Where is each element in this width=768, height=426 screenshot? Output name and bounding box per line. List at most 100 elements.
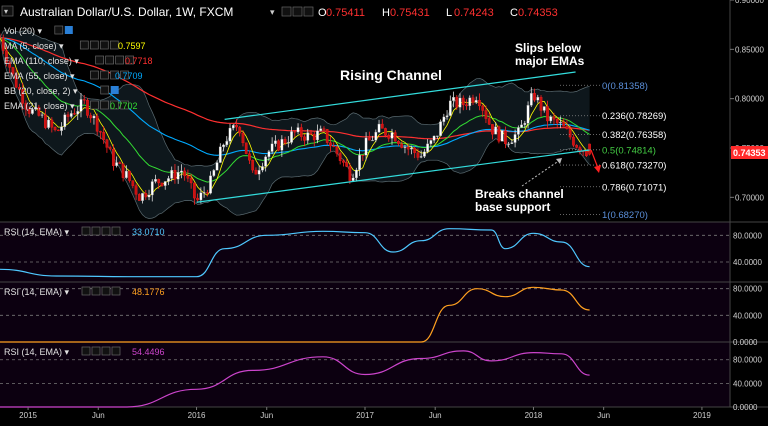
candle (546, 100, 549, 128)
toolbar-icon[interactable] (281, 6, 292, 17)
candle (286, 136, 290, 148)
candle (121, 163, 125, 182)
candle (377, 119, 381, 134)
candle (452, 91, 455, 108)
indicator-icon[interactable] (100, 100, 109, 110)
indicator-icon[interactable] (105, 55, 114, 65)
symbol-dropdown-icon[interactable]: ▾ (270, 7, 275, 17)
annotation-slips-1: Slips below (515, 41, 582, 55)
indicator-icon[interactable] (54, 25, 64, 35)
candle (338, 151, 342, 165)
candle (555, 117, 559, 129)
candle (170, 166, 174, 182)
toolbar-icon[interactable] (292, 6, 303, 17)
indicator-settings-icon[interactable] (64, 26, 73, 34)
indicator-icon[interactable] (110, 100, 119, 110)
candle (235, 119, 238, 131)
candle (419, 150, 423, 159)
rsi-icon[interactable] (101, 226, 111, 236)
indicator-icon[interactable] (120, 70, 129, 80)
indicator-icon[interactable] (79, 40, 89, 50)
fib-label: 1(0.68270) (602, 210, 648, 221)
candle (205, 189, 209, 197)
rsi-icon[interactable] (91, 226, 101, 236)
price-axis-label: 0.70000 (735, 193, 764, 202)
candle (423, 148, 426, 158)
rsi-icon[interactable] (101, 346, 111, 356)
toolbar-icon[interactable] (303, 6, 314, 17)
candle (173, 163, 177, 184)
collapse-icon[interactable] (1, 5, 14, 17)
candle (128, 170, 131, 183)
candle (95, 113, 99, 136)
candle (539, 95, 543, 117)
rsi-icon[interactable] (111, 286, 121, 296)
candle (445, 110, 449, 120)
candle (5, 44, 8, 67)
time-axis-label: Jun (260, 411, 273, 420)
price-axis-label: 0.90000 (735, 0, 764, 5)
candle (507, 142, 510, 148)
rsi-line (0, 228, 590, 278)
candle (585, 150, 588, 157)
candle (374, 129, 378, 143)
candle (355, 167, 358, 181)
indicator-value: 0.7702 (110, 101, 138, 111)
indicator-icon[interactable] (99, 40, 109, 50)
candle (277, 139, 280, 152)
candle (432, 135, 436, 144)
candle (474, 96, 478, 105)
candle (167, 175, 170, 186)
indicator-label: EMA (55, close) ▾ (4, 71, 75, 81)
candle (31, 107, 34, 115)
rsi-label: RSI (14, EMA) ▾ (4, 227, 70, 237)
candle (552, 112, 556, 125)
rsi-lines (0, 228, 590, 408)
indicator-icon[interactable] (90, 100, 99, 110)
rsi-value: 48.1776 (132, 287, 165, 297)
annotation-channel: Rising Channel (340, 67, 442, 83)
candle (588, 143, 591, 156)
rsi-icon[interactable] (81, 226, 91, 236)
indicator-settings-icon[interactable] (110, 86, 119, 94)
candle (157, 178, 161, 190)
candle (189, 173, 193, 189)
candle (536, 94, 540, 103)
indicator-icon[interactable] (120, 100, 129, 110)
rsi-icon[interactable] (81, 346, 91, 356)
indicator-icon[interactable] (115, 55, 124, 65)
indicator-icon[interactable] (100, 85, 110, 95)
indicator-icon[interactable] (90, 70, 99, 80)
rsi-icon[interactable] (91, 286, 101, 296)
candle (465, 99, 468, 110)
candle (150, 179, 154, 202)
candle (526, 101, 530, 129)
price-axis (730, 0, 768, 421)
candle (202, 186, 206, 198)
indicator-icon[interactable] (95, 55, 104, 65)
candle (66, 111, 70, 123)
candle (99, 130, 102, 140)
price-tag-bg (731, 146, 768, 159)
rsi-icon[interactable] (111, 226, 121, 236)
candle (102, 126, 106, 144)
rsi-icon[interactable] (101, 286, 111, 296)
indicator-icon[interactable] (89, 40, 99, 50)
candle (222, 143, 225, 152)
breaks-arrow-head (556, 158, 562, 164)
indicator-icon[interactable] (109, 40, 119, 50)
candle (413, 146, 417, 159)
rsi-icon[interactable] (91, 346, 101, 356)
indicator-value: 0.7597 (118, 41, 146, 51)
rsi-icon[interactable] (81, 286, 91, 296)
candle (34, 104, 37, 111)
candle (238, 125, 242, 137)
indicator-icon[interactable] (100, 70, 109, 80)
candle (47, 116, 50, 130)
rsi-icon[interactable] (111, 346, 121, 356)
indicator-icon[interactable] (125, 55, 134, 65)
indicator-icon[interactable] (110, 70, 119, 80)
candle (458, 93, 462, 114)
candle (290, 126, 293, 145)
candle (69, 110, 73, 119)
